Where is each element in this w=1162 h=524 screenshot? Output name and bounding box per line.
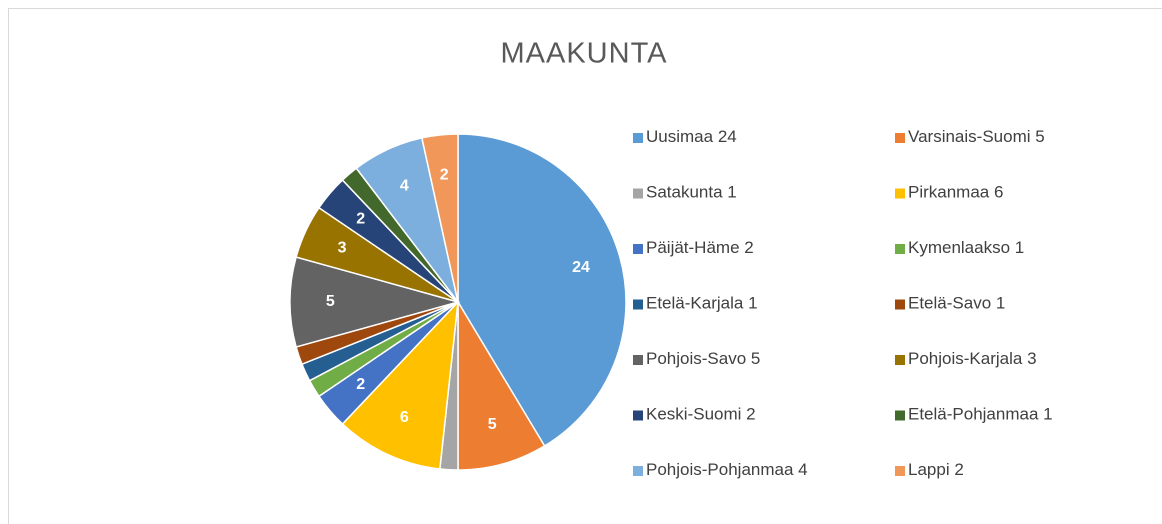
legend-name: Etelä-Pohjanmaa [908,405,1039,424]
legend-value: 1 [1043,405,1052,424]
legend-swatch [633,355,643,365]
data-label: 5 [326,293,335,310]
legend-label: Uusimaa 24 [646,127,737,146]
legend-item: Etelä-Karjala 1 [633,294,758,313]
legend-name: Uusimaa [646,127,714,146]
legend-value: 1 [1015,238,1024,257]
legend-item: Pohjois-Pohjanmaa 4 [633,460,808,479]
chart-title: MAAKUNTA [501,38,668,70]
legend-label: Etelä-Karjala 1 [646,294,758,313]
legend-swatch [895,410,905,421]
legend-name: Pohjois-Karjala [908,349,1023,368]
legend-swatch [895,188,905,199]
legend-name: Pohjois-Savo [646,349,746,368]
legend-value: 5 [1035,127,1044,146]
data-label: 6 [400,409,409,426]
data-label: 2 [356,376,365,393]
legend-name: Pohjois-Pohjanmaa [646,460,794,479]
legend-swatch [895,299,905,310]
pie-slice [420,133,459,303]
legend-value: 1 [996,294,1005,313]
legend-value: 1 [748,294,757,313]
legend-item: Pirkanmaa 6 [895,183,1003,202]
legend-label: Kymenlaakso 1 [908,238,1024,257]
legend-name: Etelä-Karjala [646,294,744,313]
legend-value: 6 [994,183,1003,202]
legend-name: Varsinais-Suomi [908,127,1031,146]
legend-label: Keski-Suomi 2 [646,405,756,424]
legend-value: 2 [954,460,963,479]
data-label: 2 [440,166,449,183]
legend-value: 1 [727,183,736,202]
legend-label: Pirkanmaa 6 [908,183,1003,202]
data-label: 4 [400,177,409,194]
legend-swatch [633,466,643,476]
data-label: 2 [356,211,365,228]
legend-name: Kymenlaakso [908,238,1010,257]
legend-swatch [895,355,905,365]
legend-name: Etelä-Savo [908,294,991,313]
legend-value: 2 [744,238,753,257]
legend-label: Etelä-Pohjanmaa 1 [908,405,1053,424]
legend-item: Lappi 2 [895,460,964,479]
legend-label: Pohjois-Savo 5 [646,349,760,368]
legend-item: Etelä-Savo 1 [895,294,1005,313]
legend-item: Pohjois-Savo 5 [633,349,760,368]
legend-swatch [633,188,643,199]
legend-value: 3 [1027,349,1036,368]
legend-value: 4 [798,460,807,479]
legend-swatch [633,299,643,310]
legend-swatch [895,466,905,476]
legend-item: Uusimaa 24 [633,127,737,146]
legend-value: 5 [751,349,760,368]
legend-label: Etelä-Savo 1 [908,294,1005,313]
legend-item: Satakunta 1 [633,183,737,202]
legend-swatch [895,244,905,254]
legend-swatch [633,410,643,421]
legend-label: Lappi 2 [908,460,964,479]
legend-item: Etelä-Pohjanmaa 1 [895,405,1053,424]
legend-item: Pohjois-Karjala 3 [895,349,1037,368]
legend-swatch [633,133,643,143]
legend-value: 24 [718,127,737,146]
data-label: 3 [338,240,347,257]
legend-name: Lappi [908,460,950,479]
data-label: 5 [488,416,497,433]
data-label: 24 [572,259,590,276]
legend-value: 2 [746,405,755,424]
legend-item: Varsinais-Suomi 5 [895,127,1045,146]
legend-swatch [633,244,643,254]
legend-label: Pohjois-Karjala 3 [908,349,1037,368]
legend-item: Päijät-Häme 2 [633,238,754,257]
legend-swatch [895,133,905,143]
pie-slice [341,299,459,470]
pie-slice [289,256,461,348]
legend-name: Päijät-Häme [646,238,740,257]
pie-slice [457,299,546,471]
legend-label: Päijät-Häme 2 [646,238,754,257]
legend-item: Kymenlaakso 1 [895,238,1024,257]
legend-label: Satakunta 1 [646,183,737,202]
legend-label: Varsinais-Suomi 5 [908,127,1045,146]
legend-label: Pohjois-Pohjanmaa 4 [646,460,808,479]
legend-name: Pirkanmaa [908,183,990,202]
legend-name: Keski-Suomi [646,405,741,424]
legend-item: Keski-Suomi 2 [633,405,756,424]
legend-name: Satakunta [646,183,723,202]
pie-slice [457,133,627,447]
